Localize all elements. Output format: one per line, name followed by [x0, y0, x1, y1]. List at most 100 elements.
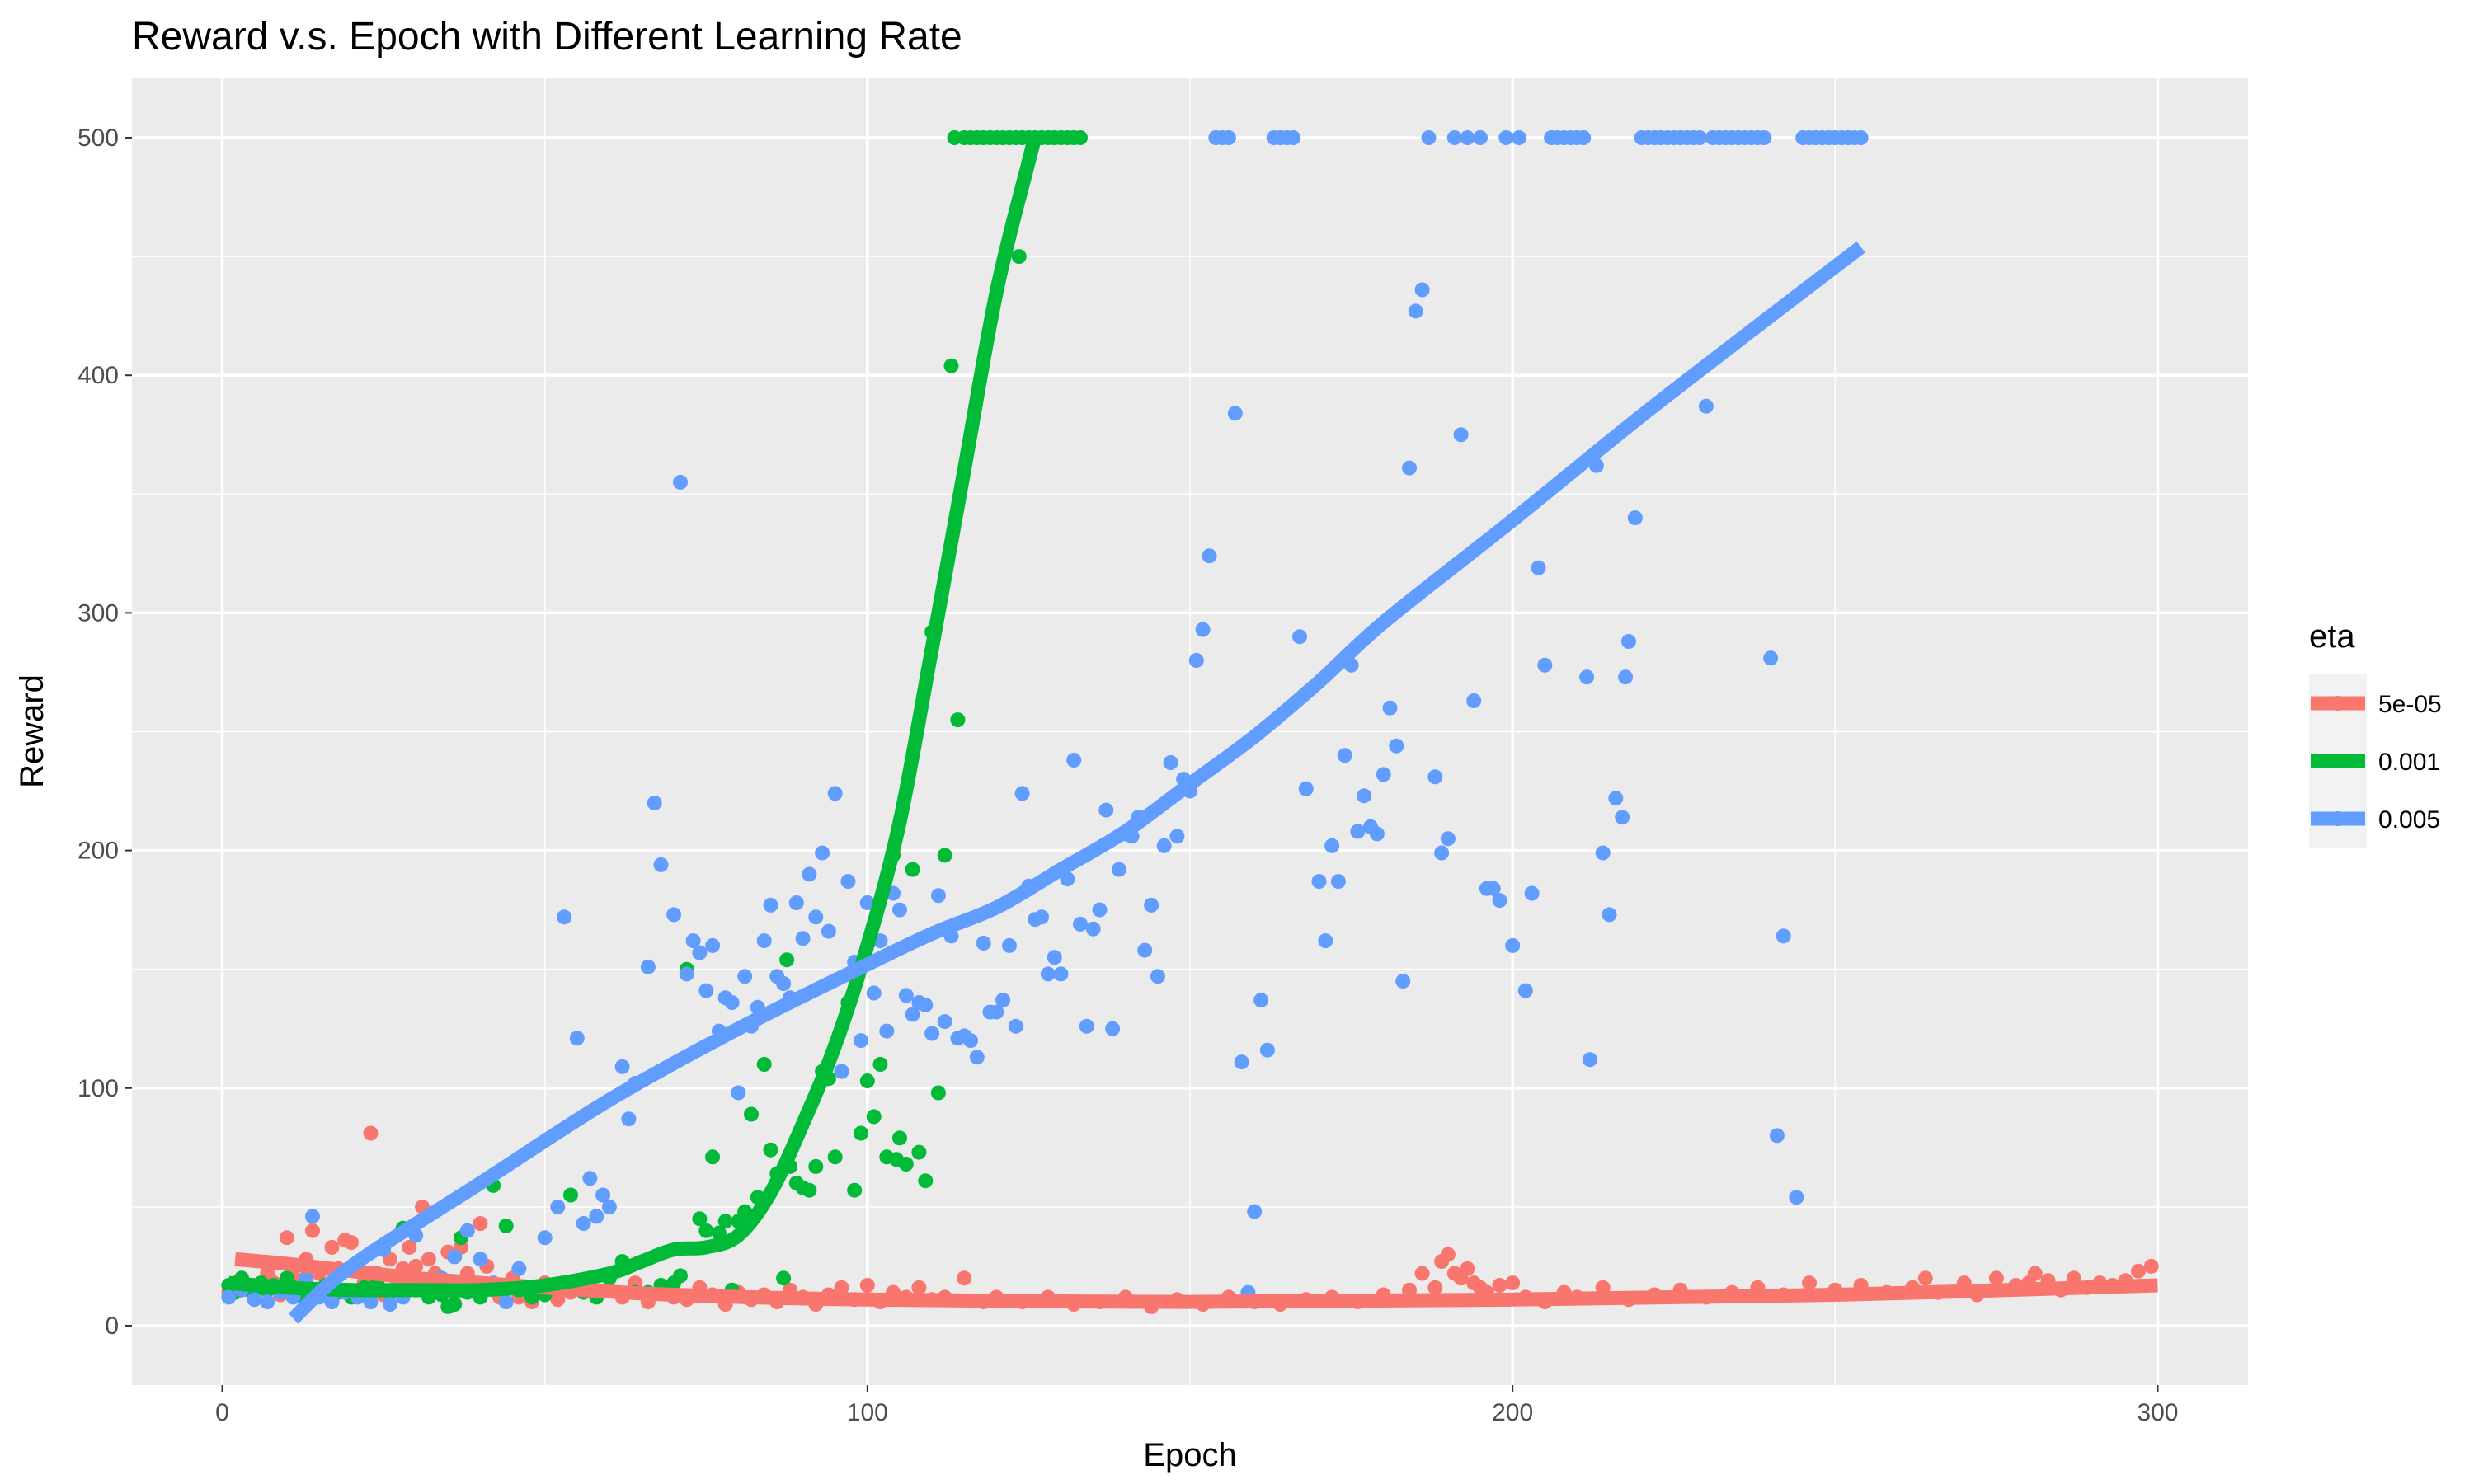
data-point-5e-05 [324, 1239, 340, 1255]
data-point-0.005 [1434, 845, 1450, 861]
trend-lines [228, 135, 2158, 1324]
legend-label: 0.005 [2378, 806, 2440, 834]
data-point-0.005 [1311, 874, 1327, 890]
data-point-5e-05 [305, 1223, 320, 1238]
data-point-0.005 [576, 1216, 591, 1231]
data-point-0.005 [788, 895, 804, 910]
data-point-0.005 [498, 1294, 514, 1310]
data-point-0.001 [756, 1057, 772, 1072]
legend-key-point [2331, 811, 2345, 826]
data-point-0.005 [879, 1023, 895, 1039]
data-point-5e-05 [834, 1280, 849, 1295]
data-point-0.005 [1253, 993, 1269, 1008]
trend-line-0.005 [288, 241, 1865, 1324]
data-point-0.005 [1369, 826, 1385, 842]
data-point-0.005 [1227, 406, 1243, 421]
legend: eta 5e-05 0.001 0.005 [2309, 618, 2442, 848]
data-point-0.005 [511, 1261, 527, 1276]
data-point-0.005 [1150, 969, 1165, 984]
data-point-0.005 [1531, 560, 1546, 575]
data-point-0.005 [1002, 937, 1017, 953]
data-point-0.001 [918, 1173, 934, 1189]
data-point-5e-05 [408, 1258, 424, 1274]
data-point-0.005 [382, 1297, 397, 1312]
data-point-0.001 [859, 1073, 875, 1089]
data-point-0.005 [1602, 907, 1617, 923]
data-point-0.005 [601, 1199, 617, 1214]
data-point-5e-05 [2143, 1258, 2159, 1274]
data-point-0.005 [854, 1033, 868, 1049]
data-point-0.005 [724, 995, 740, 1010]
data-point-0.005 [1595, 845, 1611, 861]
data-point-0.005 [1292, 629, 1307, 645]
data-point-0.005 [1188, 653, 1204, 668]
data-point-0.005 [1440, 831, 1456, 847]
legend-item-5e-05: 5e-05 [2309, 674, 2442, 732]
data-point-5e-05 [279, 1230, 294, 1246]
data-point-0.005 [1079, 1018, 1094, 1034]
data-point-0.005 [1757, 130, 1772, 145]
data-point-0.005 [1144, 897, 1159, 913]
data-point-0.005 [1202, 548, 1217, 564]
data-point-0.005 [1769, 1128, 1785, 1144]
data-point-5e-05 [473, 1216, 488, 1231]
data-point-0.005 [595, 1187, 611, 1203]
data-point-0.005 [640, 959, 656, 974]
data-point-0.005 [1156, 838, 1172, 853]
legend-key-point [2331, 696, 2345, 711]
data-point-5e-05 [402, 1239, 417, 1255]
data-point-0.001 [744, 1106, 759, 1122]
data-point-0.005 [1583, 1052, 1597, 1068]
data-point-0.005 [1498, 130, 1514, 145]
data-point-0.005 [737, 969, 753, 984]
y-tick-label: 500 [78, 124, 119, 152]
data-point-0.005 [989, 1004, 1004, 1020]
data-point-5e-05 [1440, 1247, 1456, 1262]
data-point-0.005 [1579, 669, 1595, 685]
data-point-0.005 [1427, 769, 1443, 785]
data-point-0.005 [1040, 966, 1056, 982]
data-point-0.005 [447, 1249, 463, 1265]
data-point-0.001 [911, 1144, 927, 1160]
data-point-0.005 [763, 897, 778, 913]
data-point-0.005 [1137, 942, 1153, 958]
data-point-0.001 [692, 1211, 708, 1227]
data-point-0.005 [1446, 130, 1462, 145]
chart-title: Reward v.s. Epoch with Different Learnin… [132, 15, 962, 59]
data-point-0.001 [950, 712, 966, 728]
data-point-0.001 [698, 1223, 714, 1238]
data-point-0.005 [821, 923, 836, 939]
data-point-0.005 [685, 933, 701, 949]
data-point-0.005 [1221, 130, 1236, 145]
data-point-0.005 [1014, 786, 1030, 801]
data-point-0.005 [1853, 130, 1869, 145]
data-point-0.005 [1098, 802, 1114, 818]
data-point-0.005 [1286, 130, 1301, 145]
data-point-0.005 [621, 1111, 637, 1127]
data-point-0.005 [1395, 974, 1411, 989]
x-tick-label: 200 [1492, 1399, 1533, 1426]
data-point-5e-05 [859, 1278, 875, 1293]
data-point-0.005 [866, 985, 882, 1001]
data-point-0.005 [1453, 427, 1469, 443]
y-axis: 0 100 200 300 400 500 [78, 124, 132, 1340]
data-point-5e-05 [1427, 1280, 1443, 1295]
data-point-0.001 [930, 1085, 946, 1101]
data-point-0.005 [614, 1059, 630, 1074]
data-point-0.005 [756, 933, 772, 949]
data-point-0.005 [1763, 650, 1779, 666]
data-point-0.005 [1789, 1190, 1804, 1205]
data-point-0.001 [802, 1182, 817, 1198]
data-point-0.005 [653, 857, 669, 872]
data-point-0.005 [260, 1294, 275, 1310]
data-point-0.005 [1492, 893, 1507, 909]
legend-title: eta [2309, 618, 2355, 655]
data-point-0.005 [963, 1033, 978, 1049]
data-point-5e-05 [911, 1280, 927, 1295]
x-tick-label: 300 [2137, 1399, 2178, 1426]
data-point-0.005 [905, 1007, 920, 1022]
data-point-0.005 [1234, 1054, 1249, 1070]
data-point-0.005 [859, 895, 875, 910]
data-point-0.005 [1485, 881, 1501, 896]
data-point-0.001 [705, 1149, 721, 1165]
